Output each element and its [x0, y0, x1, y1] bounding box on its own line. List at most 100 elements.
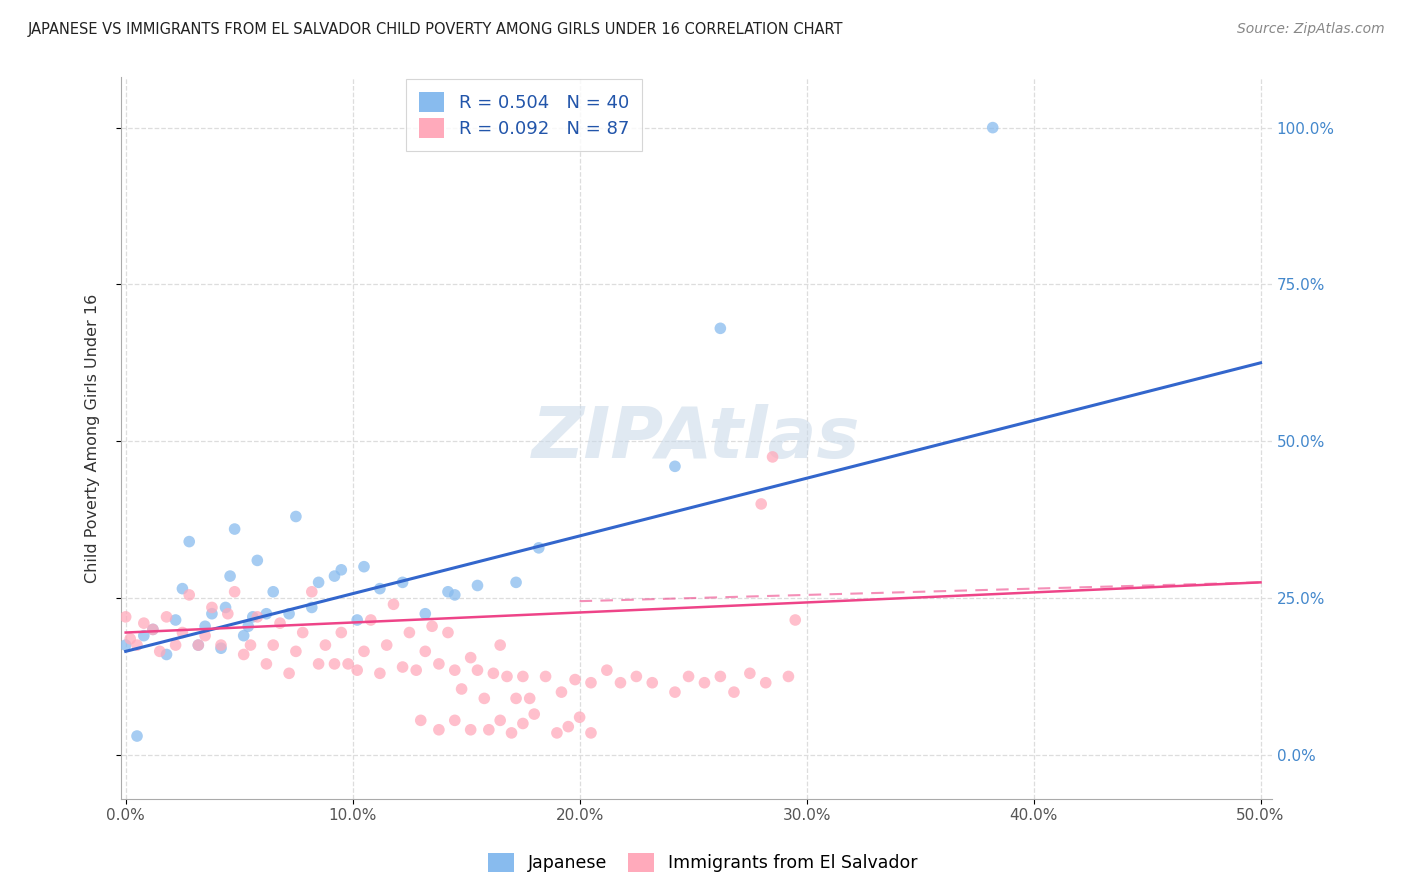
Point [460, 723, 482, 737]
Point [755, 675, 778, 690]
Point [709, 669, 731, 683]
Legend: R = 0.504   N = 40, R = 0.092   N = 87: R = 0.504 N = 40, R = 0.092 N = 87 [406, 79, 641, 151]
Point [291, 625, 314, 640]
Point [155, 648, 177, 662]
Text: ZIPAtlas: ZIPAtlas [533, 403, 860, 473]
Point [330, 625, 353, 640]
Point [626, 669, 648, 683]
Point [460, 650, 482, 665]
Point [353, 559, 375, 574]
Point [382, 597, 405, 611]
Point [723, 685, 745, 699]
Point [125, 729, 148, 743]
Point [125, 638, 148, 652]
Point [405, 663, 427, 677]
Point [187, 638, 209, 652]
Point [550, 685, 572, 699]
Point [269, 616, 291, 631]
Point [664, 459, 686, 474]
Point [568, 710, 591, 724]
Point [368, 582, 391, 596]
Point [314, 638, 336, 652]
Point [194, 619, 217, 633]
Point [443, 663, 465, 677]
Point [557, 720, 579, 734]
Point [323, 657, 346, 671]
Point [232, 629, 254, 643]
Point [527, 541, 550, 555]
Point [165, 638, 187, 652]
Point [337, 657, 360, 671]
Point [284, 509, 307, 524]
Point [132, 616, 155, 631]
Point [564, 673, 586, 687]
Point [301, 584, 323, 599]
Point [209, 641, 232, 656]
Point [238, 619, 260, 633]
Point [179, 588, 201, 602]
Point [254, 657, 277, 671]
Point [172, 582, 194, 596]
Point [437, 584, 460, 599]
Text: Source: ZipAtlas.com: Source: ZipAtlas.com [1237, 22, 1385, 37]
Point [413, 607, 436, 621]
Point [246, 553, 269, 567]
Point [512, 669, 534, 683]
Point [641, 675, 664, 690]
Point [187, 638, 209, 652]
Point [308, 657, 330, 671]
Point [409, 714, 432, 728]
Point [482, 666, 505, 681]
Point [443, 714, 465, 728]
Point [391, 575, 413, 590]
Point [330, 563, 353, 577]
Point [427, 657, 450, 671]
Point [149, 644, 172, 658]
Point [523, 707, 546, 722]
Text: JAPANESE VS IMMIGRANTS FROM EL SALVADOR CHILD POVERTY AMONG GIRLS UNDER 16 CORRE: JAPANESE VS IMMIGRANTS FROM EL SALVADOR … [28, 22, 844, 37]
Point [478, 723, 501, 737]
Point [201, 600, 224, 615]
Point [346, 663, 368, 677]
Point [262, 584, 284, 599]
Point [242, 610, 264, 624]
Point [132, 629, 155, 643]
Point [278, 607, 301, 621]
Point [368, 666, 391, 681]
Point [346, 613, 368, 627]
Point [114, 610, 136, 624]
Point [546, 726, 568, 740]
Point [179, 534, 201, 549]
Point [201, 607, 224, 621]
Point [114, 638, 136, 652]
Point [427, 723, 450, 737]
Point [172, 625, 194, 640]
Point [596, 663, 619, 677]
Point [467, 663, 489, 677]
Point [360, 613, 382, 627]
Point [219, 569, 242, 583]
Point [778, 669, 800, 683]
Point [194, 629, 217, 643]
Point [709, 321, 731, 335]
Point [519, 691, 541, 706]
Point [301, 600, 323, 615]
Point [278, 666, 301, 681]
Point [738, 666, 761, 681]
Point [785, 613, 807, 627]
Point [472, 691, 495, 706]
Point [224, 584, 246, 599]
Point [512, 716, 534, 731]
Point [308, 575, 330, 590]
Point [489, 638, 512, 652]
Point [246, 610, 269, 624]
Point [413, 644, 436, 658]
Point [450, 681, 472, 696]
Point [501, 726, 523, 740]
Point [761, 450, 783, 464]
Point [534, 669, 557, 683]
Point [224, 522, 246, 536]
Point [467, 578, 489, 592]
Point [232, 648, 254, 662]
Point [214, 600, 236, 615]
